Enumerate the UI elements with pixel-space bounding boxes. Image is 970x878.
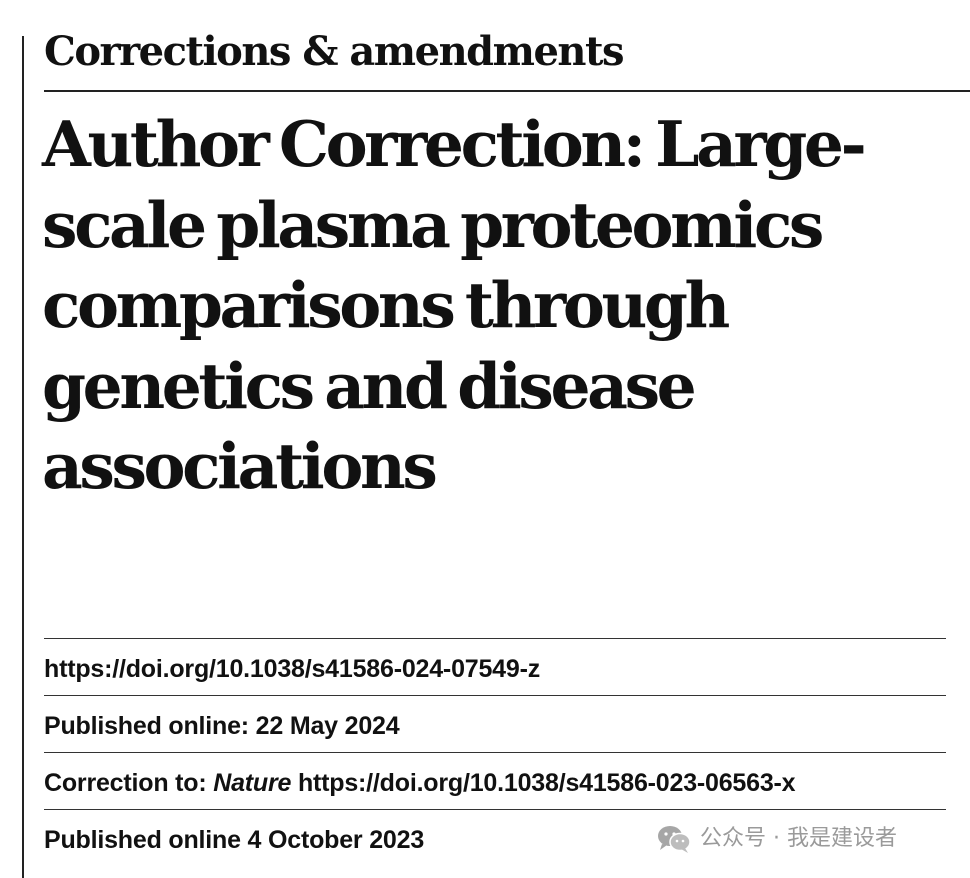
- meta-divider: [44, 809, 946, 810]
- correction-to-line: Correction to: Nature https://doi.org/10…: [44, 766, 796, 800]
- original-published-date: Published online 4 October 2023: [44, 826, 425, 854]
- header-divider: [44, 90, 970, 92]
- article-title: Author Correction: Large-scale plasma pr…: [42, 107, 867, 503]
- doi-link[interactable]: https://doi.org/10.1038/s41586-024-07549…: [44, 655, 541, 683]
- original-article-link[interactable]: https://doi.org/10.1038/s41586-023-06563…: [291, 769, 796, 797]
- meta-divider: [44, 638, 946, 639]
- journal-name: Nature: [213, 769, 292, 797]
- meta-divider: [44, 695, 946, 696]
- meta-divider: [44, 752, 946, 753]
- left-vertical-rule: [22, 36, 24, 878]
- correction-to-prefix: Correction to:: [44, 769, 214, 797]
- watermark: 公众号 · 我是建设者: [656, 824, 897, 854]
- wechat-icon: [656, 824, 692, 854]
- watermark-text: 公众号 · 我是建设者: [700, 826, 897, 851]
- published-online-date: Published online: 22 May 2024: [44, 712, 400, 740]
- section-header: Corrections & amendments: [44, 28, 624, 75]
